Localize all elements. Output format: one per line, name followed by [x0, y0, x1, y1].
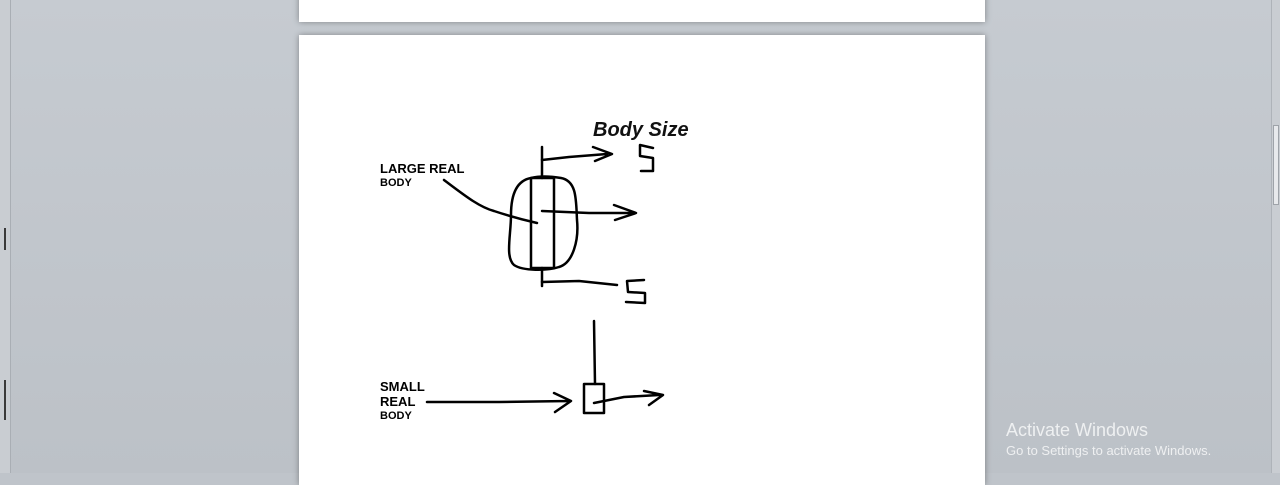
large-label-line1: LARGE REAL: [380, 161, 465, 176]
vertical-ruler: [0, 0, 11, 473]
previous-page: [299, 0, 985, 22]
s-bottom-glyph: [624, 278, 647, 305]
activation-watermark: Activate Windows Go to Settings to activ…: [1006, 420, 1211, 458]
highlight-oval: [507, 175, 579, 271]
large-label-line2: BODY: [380, 177, 412, 189]
sketch-canvas: [425, 143, 665, 415]
watermark-title: Activate Windows: [1006, 420, 1149, 440]
top-arrow: [540, 145, 614, 163]
small-label-arrow: [425, 391, 573, 414]
bottom-connector: [540, 279, 619, 287]
small-upper-wick: [592, 319, 597, 386]
scrollbar-thumb[interactable]: [1273, 125, 1279, 205]
current-page[interactable]: Body Size LARGE REAL BODY SMALL REAL BOD…: [299, 35, 985, 485]
small-candle-body: [582, 382, 606, 415]
small-label-line3: BODY: [380, 410, 412, 422]
small-label-line1: SMALL: [380, 379, 425, 394]
watermark-subtitle: Go to Settings to activate Windows.: [1006, 443, 1212, 458]
small-label-line2: REAL: [380, 394, 416, 409]
body-arrow: [540, 203, 638, 222]
s-top-glyph: [638, 143, 655, 173]
vertical-scrollbar[interactable]: [1271, 0, 1280, 473]
small-arrow: [592, 389, 665, 407]
page-title: Body Size: [593, 119, 689, 141]
large-label-pointer: [442, 178, 539, 225]
